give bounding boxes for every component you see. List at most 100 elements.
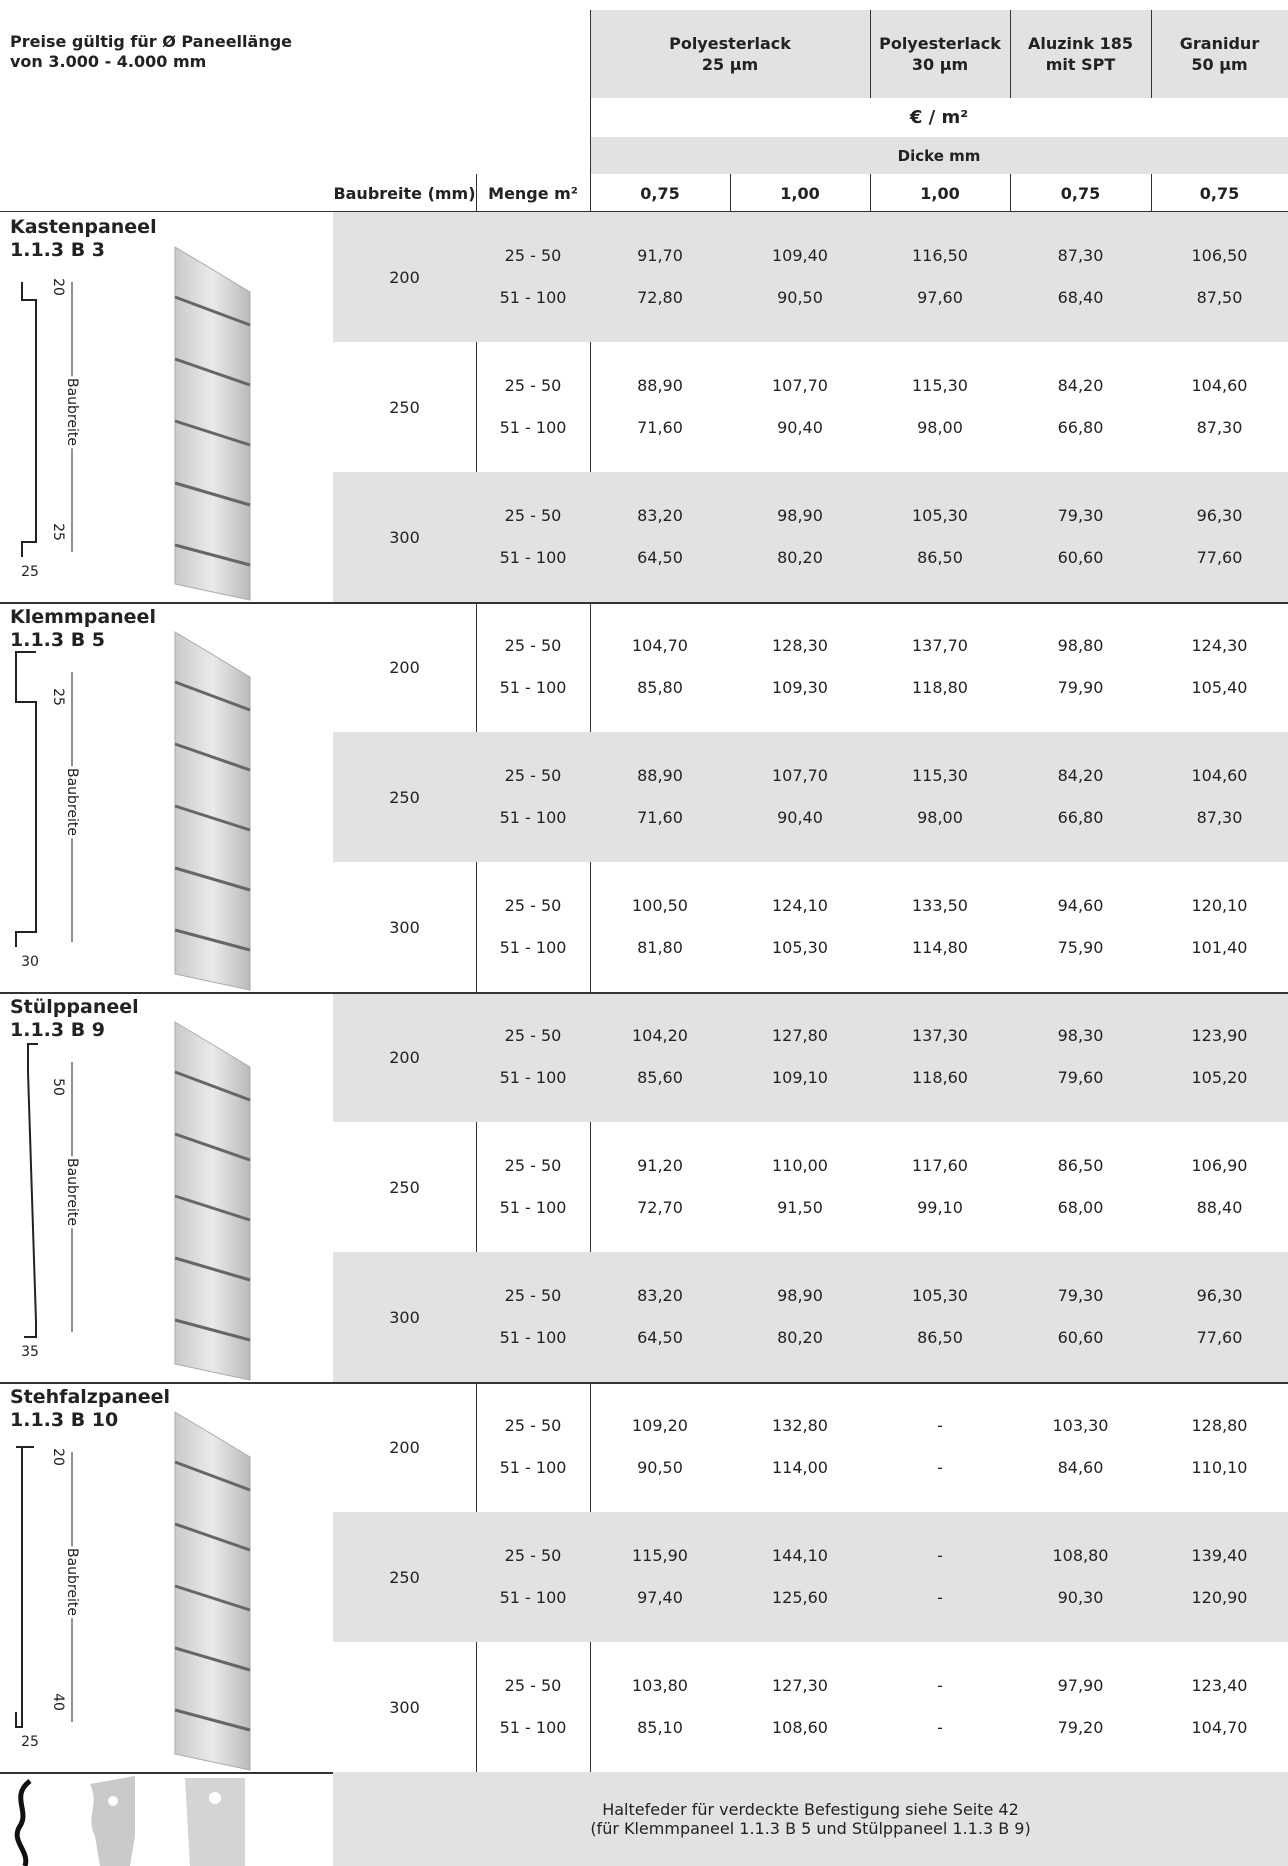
column-header: 0,75 (1060, 183, 1101, 203)
width-cell: 300 (389, 527, 420, 547)
dimension-label: 25 (21, 564, 39, 580)
quantity-cell: 51 - 100 (499, 807, 567, 827)
price-cell: - (937, 1587, 943, 1607)
quantity-cell: 51 - 100 (499, 417, 567, 437)
rule (730, 174, 731, 212)
price-cell: 128,80 (1191, 1415, 1248, 1435)
price-cell: 120,90 (1191, 1587, 1248, 1607)
dimension-label: 20 (50, 278, 66, 296)
price-cell: 84,20 (1057, 765, 1104, 785)
price-cell: 132,80 (772, 1415, 828, 1435)
price-cell: 110,10 (1191, 1457, 1248, 1477)
price-cell: 98,30 (1057, 1025, 1104, 1045)
price-cell: 115,90 (632, 1545, 688, 1565)
price-cell: 81,80 (637, 937, 683, 957)
price-cell: 86,50 (917, 547, 963, 567)
price-cell: 68,40 (1057, 287, 1104, 307)
price-cell: 79,30 (1057, 505, 1104, 525)
product-code: 1.1.3 B 10 (10, 1409, 119, 1431)
price-cell: 85,60 (637, 1067, 683, 1087)
price-cell: 98,00 (917, 417, 963, 437)
price-cell: 123,40 (1191, 1675, 1248, 1695)
column-header: 0,75 (640, 183, 680, 203)
drawing-part (174, 543, 251, 567)
price-cell: 90,50 (777, 287, 823, 307)
width-cell: 250 (389, 397, 420, 417)
price-cell: 104,70 (1191, 1717, 1248, 1737)
quantity-cell: 25 - 50 (504, 1545, 562, 1565)
price-cell: - (937, 1717, 943, 1737)
price-cell: 103,30 (1052, 1415, 1109, 1435)
width-cell: 300 (389, 1307, 420, 1327)
price-cell: 99,10 (917, 1197, 963, 1217)
price-cell: 123,90 (1191, 1025, 1248, 1045)
product-name: Klemmpaneel (10, 606, 156, 628)
quantity-cell: 25 - 50 (504, 245, 562, 265)
clip-drawing (14, 1776, 245, 1866)
product-name: Stülppaneel 1.1.3 B 9 (10, 996, 139, 1042)
price-cell: 66,80 (1057, 807, 1104, 827)
price-cell: 109,40 (772, 245, 828, 265)
price-cell: 90,40 (777, 417, 823, 437)
product-name: Stülppaneel (10, 996, 139, 1018)
price-cell: 88,40 (1196, 1197, 1243, 1217)
footer-shade (333, 1772, 1288, 1866)
drawing-part (174, 1021, 251, 1381)
price-cell: 91,50 (777, 1197, 823, 1217)
price-cell: 60,60 (1057, 547, 1104, 567)
price-cell: 117,60 (912, 1155, 968, 1175)
price-cell: 86,50 (917, 1327, 963, 1347)
quantity-cell: 25 - 50 (504, 505, 562, 525)
price-cell: 64,50 (637, 1327, 683, 1347)
product-code: 1.1.3 B 3 (10, 239, 106, 261)
width-cell: 200 (389, 1047, 420, 1067)
quantity-cell: 51 - 100 (499, 287, 567, 307)
price-cell: 98,00 (917, 807, 963, 827)
price-cell: 83,20 (637, 1285, 683, 1305)
row-shade (333, 992, 1288, 1122)
coating-header: Polyesterlack 30 µm (870, 10, 1010, 98)
product-name: Kastenpaneel (10, 216, 157, 238)
row-shade (333, 472, 1288, 602)
footer-note: Haltefeder für verdeckte Befestigung sie… (333, 1772, 1288, 1866)
dimension-label: 20 (50, 1448, 66, 1466)
drawing-part (174, 1460, 251, 1492)
price-cell: 100,50 (632, 895, 688, 915)
note-line: Preise gültig für Ø Paneellänge (10, 32, 293, 51)
price-cell: 91,20 (637, 1155, 683, 1175)
price-cell: 97,40 (637, 1587, 683, 1607)
row-shade (333, 212, 1288, 342)
drawing-part (15, 651, 37, 947)
price-cell: 144,10 (772, 1545, 828, 1565)
price-cell: 84,60 (1057, 1457, 1104, 1477)
price-cell: 137,30 (912, 1025, 968, 1045)
quantity-cell: 51 - 100 (499, 547, 567, 567)
price-cell: 124,10 (772, 895, 828, 915)
price-cell: 96,30 (1196, 1285, 1243, 1305)
drawing-part (24, 1043, 38, 1338)
price-cell: 127,30 (772, 1675, 828, 1695)
coating-header: Polyesterlack 25 µm (590, 10, 870, 98)
price-cell: 88,90 (637, 375, 683, 395)
price-cell: 98,80 (1057, 635, 1104, 655)
price-cell: 118,80 (912, 677, 968, 697)
rule (0, 1382, 1288, 1384)
product-name: Stehfalzpaneel 1.1.3 B 10 (10, 1386, 170, 1432)
rule (590, 10, 591, 1772)
profile-drawing: 20 Baubreite 25 25 (21, 246, 251, 601)
price-cell: 79,60 (1057, 1067, 1104, 1087)
price-cell: 106,90 (1191, 1155, 1248, 1175)
profile-drawing: 20 Baubreite 40 25 (15, 1411, 251, 1771)
dimension-label: 35 (21, 1344, 39, 1360)
product-name: Klemmpaneel 1.1.3 B 5 (10, 606, 156, 652)
price-note: Preise gültig für Ø Paneellänge von 3.000… (10, 32, 292, 72)
price-cell: 137,70 (912, 635, 968, 655)
thickness-header: Dicke mm (590, 137, 1288, 174)
price-cell: 90,50 (637, 1457, 683, 1477)
rule (1010, 174, 1011, 212)
price-cell: 90,40 (777, 807, 823, 827)
drawing-part (174, 1256, 251, 1282)
price-cell: 97,60 (917, 287, 963, 307)
price-cell: 105,30 (772, 937, 828, 957)
price-cell: 98,90 (777, 1285, 823, 1305)
